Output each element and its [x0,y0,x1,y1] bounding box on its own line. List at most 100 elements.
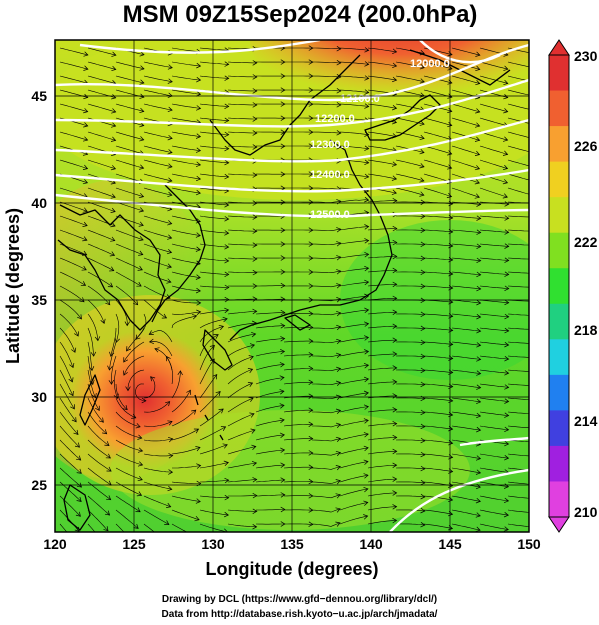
streamline-arrowhead [166,355,171,362]
streamline-arrowhead [110,136,117,142]
streamline [143,215,172,224]
streamline [451,509,481,517]
streamline [367,464,397,469]
streamline-arrowhead [195,232,201,238]
streamline [171,159,201,166]
streamline [59,103,88,112]
streamline [227,322,257,329]
contour-label: 12300.0 [310,139,350,151]
streamline-arrowhead [139,65,145,71]
streamline [367,228,397,231]
streamline [199,145,229,149]
streamline-arrowhead [279,432,285,438]
streamline [423,243,453,247]
streamline [396,243,425,245]
streamline-arrowhead [504,243,510,249]
streamline [59,299,82,320]
streamline [311,494,341,499]
streamline [479,75,508,84]
streamline-arrowhead [502,164,509,171]
streamline-arrowhead [474,179,480,185]
y-tick-label: 45 [31,88,47,104]
streamline-arrowhead [392,462,398,468]
colorbar-band [549,232,569,269]
streamline [59,509,80,532]
streamline [311,326,341,330]
streamline-arrowhead [137,475,143,482]
streamline [227,229,257,232]
streamline-arrowhead [420,381,426,388]
streamline-arrowhead [419,163,425,169]
streamline [143,61,173,68]
streamline [396,201,425,203]
streamline [87,89,116,99]
streamline-arrowhead [308,310,314,317]
streamline-arrowhead [391,105,398,111]
streamline [115,425,142,439]
streamline-arrowhead [251,444,257,451]
streamline [171,271,201,278]
streamline-arrowhead [364,238,370,244]
streamline [87,439,111,459]
streamline [395,117,425,125]
streamline-arrowhead [252,477,258,483]
streamline [227,61,257,64]
streamline-arrowhead [392,490,398,496]
streamline [59,467,82,488]
streamline [311,438,341,442]
streamline [59,453,82,474]
streamline-arrowhead [224,271,230,278]
streamline [199,374,218,399]
x-tick-label: 150 [517,536,541,552]
streamline [507,355,529,358]
streamline [507,243,529,246]
streamline-arrowhead [166,278,172,284]
streamline-arrowhead [392,281,398,288]
streamline [451,187,480,198]
streamline-arrowhead [504,356,510,362]
streamline-arrowhead [167,64,173,70]
streamline-arrowhead [280,447,286,453]
streamline [311,200,341,203]
streamline [199,479,229,483]
streamline [59,215,88,226]
streamline-arrowhead [148,338,155,345]
streamline [115,159,144,169]
streamline-arrowhead [82,164,89,170]
streamline-arrowhead [475,469,482,475]
streamline [199,444,228,455]
streamline [451,495,481,502]
streamline-arrowhead [533,496,537,501]
streamline [283,424,313,427]
streamline-arrowhead [248,397,254,403]
streamline [423,397,453,402]
streamline [199,61,229,65]
streamline [507,523,529,527]
streamline-arrowhead [392,379,398,385]
streamline-arrowhead [111,65,117,72]
streamline-arrowhead [364,196,370,203]
contour-label: 12200.0 [315,113,355,125]
streamline [171,390,191,413]
streamline [255,312,285,315]
contour-label: 12500.0 [310,209,350,221]
streamline-arrowhead [108,379,115,385]
streamline [171,243,201,251]
streamline [339,309,369,315]
streamline [451,327,481,332]
streamline-arrowhead [533,411,537,416]
streamline-arrowhead [532,136,536,141]
streamline [339,226,369,231]
streamline [423,117,452,126]
streamline-arrowhead [533,229,537,234]
streamline [199,117,229,121]
streamline-arrowhead [504,440,510,447]
streamline-arrowhead [363,432,369,438]
streamline-arrowhead [252,172,258,178]
streamline-arrowhead [252,524,258,530]
streamline [199,131,229,135]
streamline-arrowhead [141,397,147,404]
streamline [479,257,509,261]
streamline [311,145,341,148]
colorbar-tick-label: 230 [574,48,598,64]
